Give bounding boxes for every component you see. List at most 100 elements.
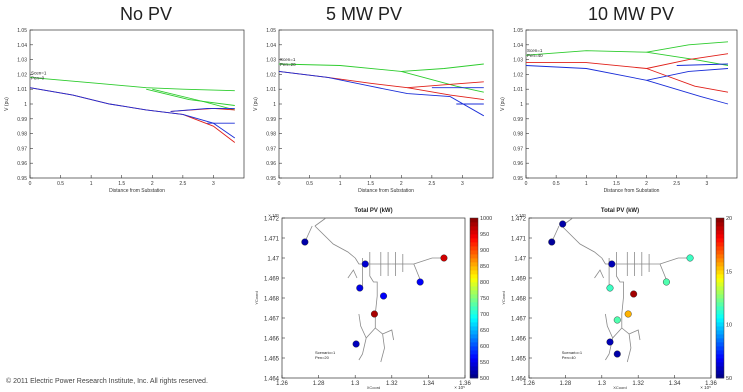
y-tick-label: 0.97: [266, 146, 276, 152]
y-tick-label: 1.472: [264, 217, 280, 223]
colorbar-tick-label: 10: [726, 323, 732, 329]
scenario-annotation: Scen=1: [280, 57, 296, 62]
scenario-annotation: Scen=1: [527, 48, 543, 53]
x-tick-label: 0.5: [57, 181, 64, 187]
x-tick-label: 0: [278, 181, 281, 187]
colorbar-segment: [716, 274, 724, 279]
series-line-blue: [170, 107, 235, 112]
colorbar-segment: [716, 370, 724, 375]
feeder-branch: [605, 314, 623, 361]
pv-site-point: [361, 260, 369, 268]
x-tick-label: 3: [461, 181, 464, 187]
x-exponent: × 10⁵: [700, 385, 711, 390]
y-tick-label: 0.98: [266, 132, 276, 138]
series-line-blue: [676, 63, 729, 66]
y-tick-label: 1.03: [513, 58, 523, 64]
x-tick-label: 1: [90, 181, 93, 187]
y-tick-label: 0.95: [513, 176, 523, 182]
colorbar-tick-label: 600: [480, 344, 489, 350]
y-tick-label: 1.02: [17, 72, 27, 78]
pv-site-point: [416, 278, 424, 286]
x-tick-label: 2.5: [428, 181, 435, 187]
feeder-branch: [594, 269, 604, 279]
series-line-blue: [525, 65, 729, 81]
copyright-notice: © 2011 Electric Power Research Institute…: [6, 378, 208, 385]
pv-site-point: [624, 310, 632, 318]
series-line-red: [526, 53, 729, 69]
x-tick-label: 1.34: [423, 381, 435, 387]
colorbar-segment: [716, 262, 724, 267]
colorbar-segment: [716, 266, 724, 271]
colorbar-segment: [470, 230, 478, 235]
voltage-chart-5mw-pv: 0.95 0.96 0.97 0.98 0.99 1 1.01 1.02 1.03 1.04 1.0…: [253, 28, 494, 194]
colorbar-segment: [470, 234, 478, 239]
colorbar-segment: [470, 346, 478, 351]
feeder-branch: [382, 329, 394, 341]
y-tick-label: 1: [520, 102, 523, 108]
y-tick-label: 1.04: [513, 43, 523, 49]
y-tick-label: 0.96: [17, 161, 27, 167]
y-tick-label: 1.469: [264, 277, 280, 283]
x-tick-label: 3: [212, 181, 215, 187]
feeder-branch: [369, 252, 378, 315]
pv-site-point: [613, 350, 621, 358]
colorbar-segment: [716, 290, 724, 295]
series-line-green: [525, 41, 729, 56]
x-tick-label: 1.36: [459, 381, 471, 387]
x-tick-label: 1.28: [313, 381, 325, 387]
colorbar-segment: [716, 298, 724, 303]
colorbar-segment: [716, 310, 724, 315]
y-tick-label: 1.03: [266, 58, 276, 64]
colorbar-segment: [716, 294, 724, 299]
y-tick-label: 1.466: [264, 337, 280, 343]
colorbar-segment: [470, 334, 478, 339]
colorbar-segment: [716, 306, 724, 311]
x-tick-label: 0.5: [306, 181, 313, 187]
colorbar-tick-label: 700: [480, 312, 489, 318]
feeder-branch: [616, 252, 624, 315]
pv-site-point: [370, 310, 378, 318]
y-tick-label: 1.05: [17, 28, 27, 34]
series-line-red: [407, 87, 484, 101]
x-tick-label: 1.32: [386, 381, 398, 387]
x-tick-label: 1.36: [705, 381, 717, 387]
x-tick-label: 1.3: [598, 381, 607, 387]
colorbar-segment: [470, 342, 478, 347]
colorbar-segment: [470, 274, 478, 279]
colorbar-segment: [716, 246, 724, 251]
colorbar-segment: [716, 346, 724, 351]
plot-area: [281, 217, 466, 379]
x-tick-label: 1.3: [351, 381, 360, 387]
y-tick-label: 1.469: [511, 277, 527, 283]
pv-site-point: [548, 238, 556, 246]
y-tick-label: 0.98: [17, 132, 27, 138]
y-tick-label: 1.472: [511, 217, 527, 223]
y-tick-label: 1.03: [17, 58, 27, 64]
x-tick-label: 1.28: [560, 381, 572, 387]
colorbar-segment: [470, 354, 478, 359]
colorbar-segment: [470, 358, 478, 363]
x-tick-label: 1.5: [613, 181, 620, 187]
x-tick-label: 0.5: [553, 181, 560, 187]
colorbar-segment: [470, 262, 478, 267]
feeder-branch: [358, 314, 376, 361]
colorbar-segment: [716, 282, 724, 287]
colorbar-segment: [716, 226, 724, 231]
colorbar-segment: [470, 374, 478, 379]
colorbar-segment: [716, 350, 724, 355]
colorbar-segment: [716, 218, 724, 223]
plot-area: [528, 217, 712, 379]
pv-site-point: [356, 284, 364, 292]
colorbar-segment: [716, 342, 724, 347]
colorbar-segment: [716, 366, 724, 371]
x-tick-label: 1: [585, 181, 588, 187]
colorbar-segment: [470, 318, 478, 323]
colorbar-segment: [716, 330, 724, 335]
x-axis-label: XCoord: [613, 385, 627, 390]
colorbar-segment: [716, 338, 724, 343]
y-tick-label: 1.465: [264, 357, 280, 363]
y-tick-label: 0.97: [17, 146, 27, 152]
y-tick-label: 0.99: [17, 117, 27, 123]
colorbar-tick-label: 850: [480, 264, 489, 270]
colorbar-tick-label: 650: [480, 328, 489, 334]
